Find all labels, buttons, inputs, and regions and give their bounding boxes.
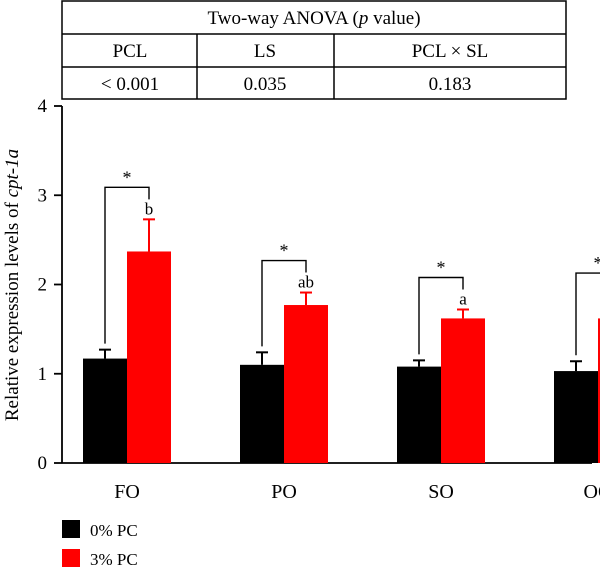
error-bars [99, 218, 582, 372]
y-tick-label: 0 [38, 453, 48, 474]
bar-oo-0pc [554, 371, 598, 463]
anova-table-title: Two-way ANOVA (p value) [207, 8, 420, 29]
anova-header-ls: LS [254, 41, 276, 62]
bar-fo-0pc [83, 358, 127, 463]
y-tick-label: 4 [38, 96, 48, 117]
y-axis-label: Relative expression levels of cpt-1a [2, 149, 23, 421]
anova-table: Two-way ANOVA (p value) PCL LS PCL × SL … [61, 0, 567, 100]
group-letter: b [145, 199, 154, 218]
significance-mark: * [594, 253, 600, 273]
bar-fo-3pc [127, 251, 171, 463]
significance-brackets: * * * * [104, 167, 600, 356]
x-axis-categories: FO PO SO OO [114, 481, 600, 503]
y-tick-label: 3 [38, 185, 48, 206]
significance-mark: * [280, 241, 289, 261]
legend-label-0pc: 0% PC [90, 521, 138, 540]
group-letter: ab [298, 273, 314, 292]
anova-header-pcl: PCL [113, 41, 148, 62]
y-tick-label: 2 [38, 275, 48, 296]
bars [83, 251, 600, 463]
bar-po-3pc [284, 305, 328, 463]
category-label-so: SO [428, 481, 454, 503]
significance-bracket [104, 186, 150, 344]
y-tick-label: 1 [38, 364, 48, 385]
category-label-oo: OO [584, 481, 600, 503]
bar-oo-3pc [598, 318, 600, 463]
anova-value-interaction: 0.183 [429, 74, 472, 95]
anova-value-pcl: < 0.001 [101, 74, 159, 95]
legend-swatch-0pc [62, 520, 80, 538]
legend-swatch-3pc [62, 549, 80, 567]
category-label-fo: FO [114, 481, 140, 503]
significance-bracket [418, 276, 464, 355]
group-letter: a [459, 289, 467, 308]
bar-po-0pc [240, 364, 284, 463]
significance-mark: * [123, 167, 132, 187]
bar-so-0pc [397, 366, 441, 463]
category-label-po: PO [271, 481, 297, 503]
legend: 0% PC 3% PC [62, 520, 138, 569]
bar-so-3pc [441, 318, 485, 463]
anova-header-interaction: PCL × SL [412, 41, 489, 62]
anova-table-border [61, 0, 567, 100]
significance-mark: * [437, 257, 446, 277]
group-letters: babaa [145, 199, 467, 308]
anova-value-ls: 0.035 [244, 74, 287, 95]
legend-label-3pc: 3% PC [90, 550, 138, 569]
significance-bracket [261, 259, 307, 347]
y-axis-ticks: 0 1 2 3 4 [38, 96, 62, 474]
significance-bracket [575, 272, 600, 356]
